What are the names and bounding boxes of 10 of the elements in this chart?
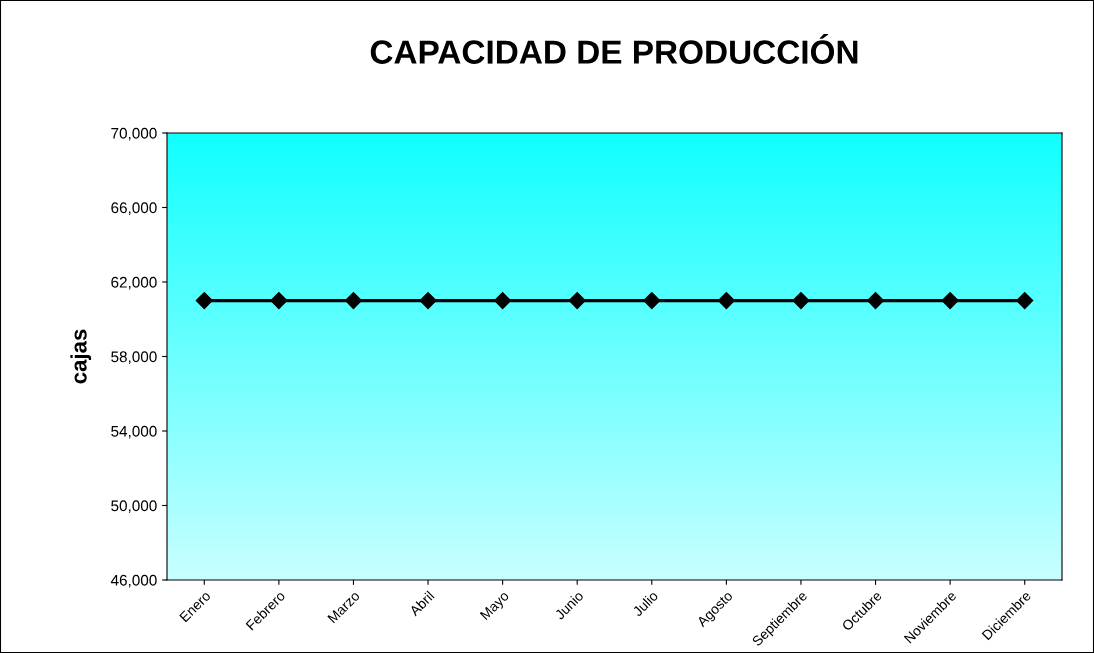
y-tick-label: 58,000 (111, 351, 157, 364)
y-tick-label: 50,000 (111, 500, 157, 513)
y-tick-label: 54,000 (111, 425, 157, 439)
y-tick-label: 70,000 (111, 127, 157, 141)
y-tick-label: 66,000 (111, 202, 157, 215)
chart-title: CAPACIDAD DE PRODUCCIÓN (370, 34, 858, 64)
y-axis-title: cajas (70, 329, 92, 384)
y-tick-label: 62,000 (111, 276, 157, 290)
y-tick-label: 46,000 (110, 574, 157, 588)
x-tick-label: Julio (631, 590, 659, 617)
